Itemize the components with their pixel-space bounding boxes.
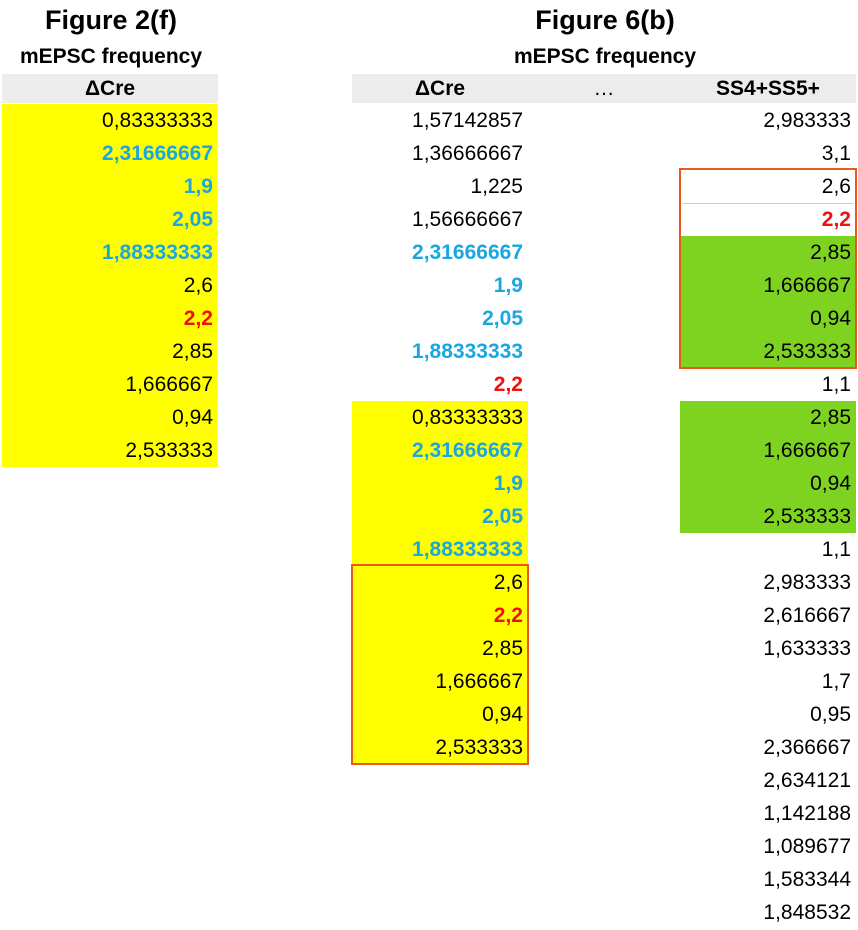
right-header-ellipsis: … <box>528 74 680 103</box>
right-ss-cell: 1,666667 <box>680 434 856 467</box>
ss-separator-line <box>682 203 854 204</box>
right-ss-cell: 1,1 <box>821 373 851 396</box>
right-cre-cell: 1,36666667 <box>412 142 523 165</box>
right-ss-cell: 2,85 <box>680 401 856 434</box>
right-ss-cell: 3,1 <box>821 142 851 165</box>
left-cre-cell: 1,666667 <box>2 368 218 401</box>
right-ss-cell: 2,616667 <box>763 604 851 627</box>
right-cre-cell: 1,57142857 <box>412 109 523 132</box>
right-ss-cell: 1,583344 <box>763 868 851 891</box>
right-cre-cell: 0,83333333 <box>352 401 528 434</box>
left-cre-cell: 1,9 <box>2 170 218 203</box>
left-cre-cell: 2,533333 <box>2 434 218 467</box>
right-ss-cell: 2,983333 <box>763 109 851 132</box>
right-ss-cell: 1,142188 <box>763 802 851 825</box>
left-cre-cell: 2,6 <box>2 269 218 302</box>
right-ss-cell: 1,1 <box>821 538 851 561</box>
right-header-cre: ΔCre <box>352 74 528 103</box>
right-ss-cell: 0,94 <box>680 467 856 500</box>
right-cre-cell: 1,225 <box>470 175 523 198</box>
right-cre-cell: 1,88333333 <box>352 533 528 566</box>
right-ss-cell: 1,633333 <box>763 637 851 660</box>
left-cre-cell: 0,83333333 <box>2 104 218 137</box>
right-cre-cell: 2,31666667 <box>352 434 528 467</box>
left-figure-subtitle: mEPSC frequency <box>19 45 203 68</box>
right-cre-cell: 1,666667 <box>352 665 528 698</box>
right-cre-cell: 1,9 <box>493 274 523 297</box>
right-ss-cell: 1,089677 <box>763 835 851 858</box>
right-ss-cell: 2,366667 <box>763 736 851 759</box>
right-ss-cell: 2,6 <box>821 175 851 198</box>
left-cre-cell: 2,05 <box>2 203 218 236</box>
right-ss-cell: 2,983333 <box>763 571 851 594</box>
right-cre-cell: 2,6 <box>352 566 528 599</box>
right-cre-cell: 2,05 <box>352 500 528 533</box>
right-ss-cell: 2,533333 <box>680 500 856 533</box>
right-ss-cell: 0,95 <box>810 703 851 726</box>
right-cre-cell: 1,9 <box>352 467 528 500</box>
right-ss-cell: 2,85 <box>680 236 856 269</box>
right-cre-cell: 1,56666667 <box>412 208 523 231</box>
right-cre-cell: 2,85 <box>352 632 528 665</box>
left-header-cre: ΔCre <box>2 74 218 103</box>
right-figure-title: Figure 6(b) <box>535 5 675 35</box>
left-cre-cell: 0,94 <box>2 401 218 434</box>
left-cre-cell: 2,2 <box>2 302 218 335</box>
right-cre-cell: 1,88333333 <box>412 340 523 363</box>
right-cre-cell: 2,2 <box>493 373 523 396</box>
right-ss-cell: 1,666667 <box>680 269 856 302</box>
right-ss-cell: 1,848532 <box>763 901 851 924</box>
right-header-ss4-ss5: SS4+SS5+ <box>680 74 856 103</box>
right-ss-cell: 1,7 <box>821 670 851 693</box>
right-cre-cell: 2,31666667 <box>412 241 523 264</box>
right-cre-cell: 2,533333 <box>352 731 528 764</box>
right-cre-cell: 0,94 <box>352 698 528 731</box>
right-cre-cell: 2,05 <box>482 307 523 330</box>
right-ss-cell: 2,634121 <box>763 769 851 792</box>
right-ss-cell: 2,2 <box>821 208 851 231</box>
right-ss-cell: 0,94 <box>680 302 856 335</box>
left-cre-cell: 2,85 <box>2 335 218 368</box>
right-ss-cell: 2,533333 <box>680 335 856 368</box>
right-cre-cell: 2,2 <box>352 599 528 632</box>
right-figure-subtitle: mEPSC frequency <box>513 45 697 68</box>
left-figure-title: Figure 2(f) <box>45 5 177 35</box>
left-cre-cell: 1,88333333 <box>2 236 218 269</box>
left-cre-cell: 2,31666667 <box>2 137 218 170</box>
